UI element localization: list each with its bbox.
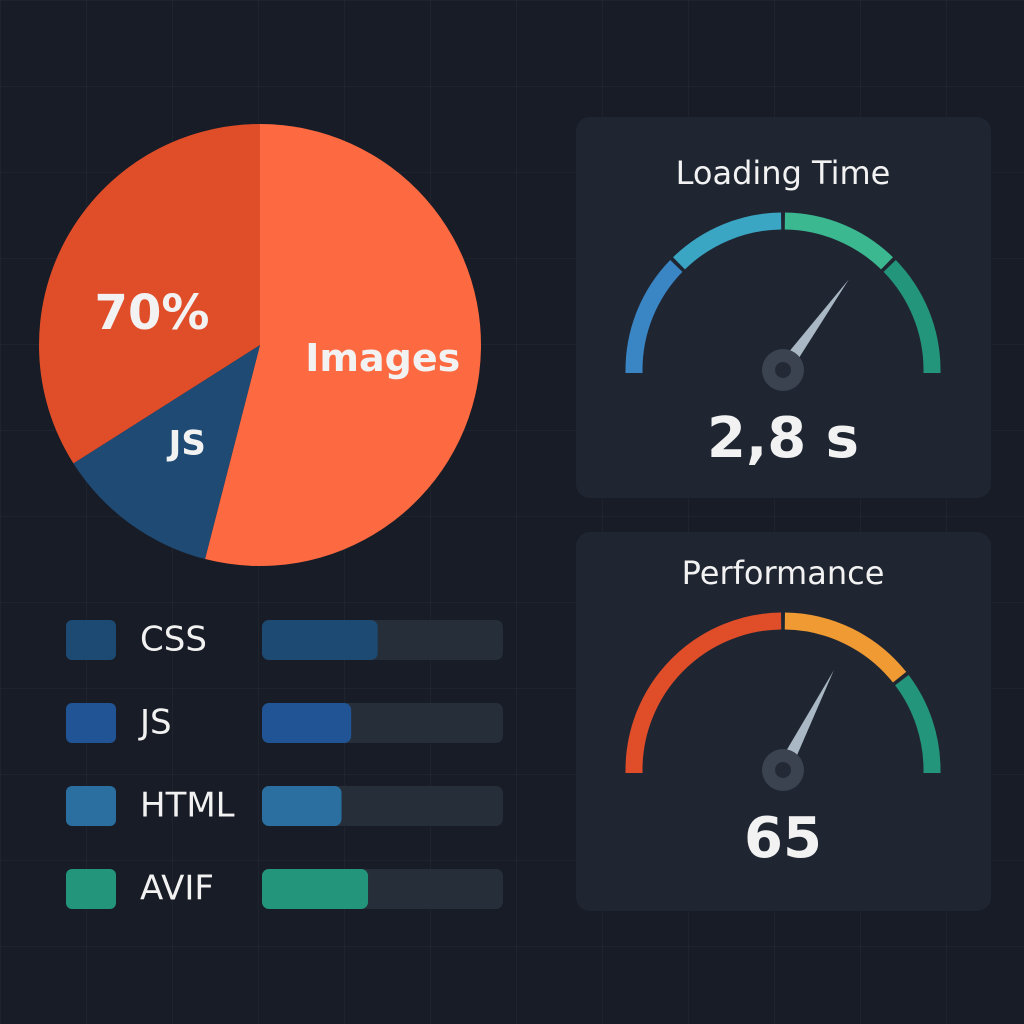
gauge-value: 2,8 s <box>707 406 859 471</box>
pie-slice <box>205 124 481 566</box>
bar-label: JS <box>138 703 172 743</box>
gauge-band <box>625 260 683 373</box>
pie-slice <box>73 345 260 560</box>
pie-slice <box>38 123 261 464</box>
bar <box>262 703 352 743</box>
gauge-band <box>784 612 907 683</box>
slice-label: Images <box>305 336 460 380</box>
bar <box>262 620 378 660</box>
legend-swatch <box>66 703 116 743</box>
gauge-band <box>894 675 941 773</box>
gauge-value: 65 <box>744 806 822 871</box>
bar <box>262 786 342 826</box>
legend-swatch <box>66 786 116 826</box>
gauge-needle <box>776 670 834 774</box>
gauge-title: Performance <box>682 554 885 592</box>
gauge-band <box>673 212 782 270</box>
gauge-band <box>784 212 893 270</box>
gauge-title: Loading Time <box>676 154 891 192</box>
bar <box>262 869 369 909</box>
card <box>576 532 991 911</box>
bar-label: CSS <box>140 620 207 660</box>
card <box>576 117 991 498</box>
bar-label: HTML <box>140 786 235 826</box>
annotation: 70% <box>95 285 210 341</box>
bar-label: AVIF <box>140 869 214 909</box>
gauge-band <box>883 260 941 373</box>
legend-swatch <box>66 620 116 660</box>
legend-swatch <box>66 869 116 909</box>
slice-label: JS <box>167 424 206 464</box>
gauge-needle <box>777 279 849 375</box>
gauge-hub-center <box>775 762 791 778</box>
gauge-band <box>625 612 782 773</box>
gauge-hub-center <box>775 362 791 378</box>
